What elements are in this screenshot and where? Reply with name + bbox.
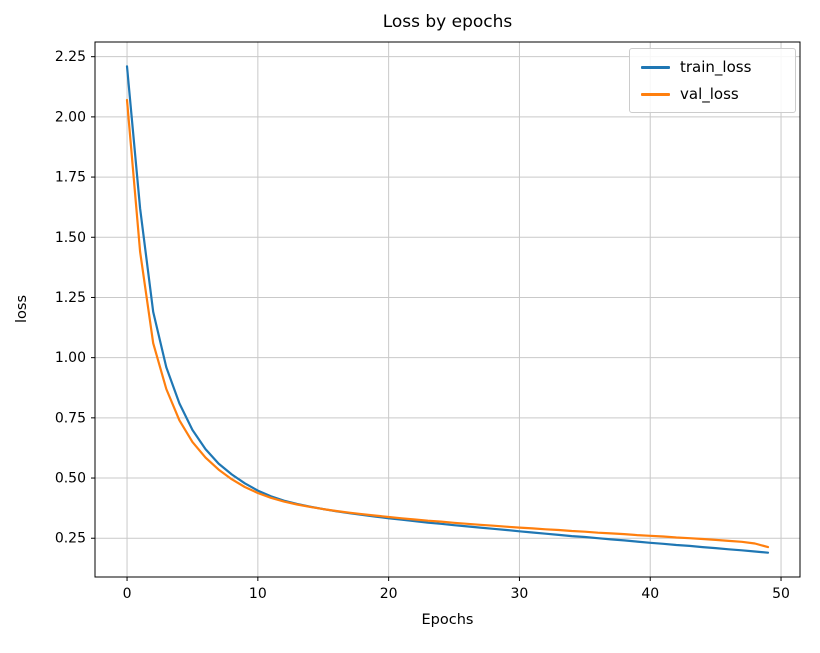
y-axis-label: loss — [14, 294, 30, 324]
y-tick-label: 1.00 — [55, 350, 86, 366]
val-loss-line-swatch — [641, 92, 670, 96]
chart-title: Loss by epochs — [382, 12, 513, 32]
legend-entry-val-loss: val_loss — [641, 85, 781, 103]
y-tick-label: 2.00 — [55, 109, 86, 125]
axes-border — [94, 41, 801, 578]
legend-entry-train-loss: train_loss — [641, 58, 781, 76]
legend-label-train-loss: train_loss — [680, 58, 752, 76]
x-tick-label: 0 — [123, 586, 132, 602]
y-tick-label: 1.75 — [55, 170, 86, 186]
y-tick-label: 1.50 — [55, 230, 86, 246]
y-tick-label: 0.25 — [55, 531, 86, 547]
x-tick-label: 10 — [249, 586, 267, 602]
x-tick-label: 20 — [380, 586, 398, 602]
y-tick-label: 2.25 — [55, 49, 86, 65]
train-loss-line-swatch — [641, 65, 670, 69]
val_loss-line — [125, 98, 770, 549]
x-tick-label: 40 — [641, 586, 659, 602]
y-tick-label: 0.50 — [55, 471, 86, 487]
x-tick-label: 30 — [511, 586, 529, 602]
legend-label-val-loss: val_loss — [680, 85, 739, 103]
y-tick-label: 1.25 — [55, 290, 86, 306]
x-axis-label: Epochs — [421, 612, 474, 628]
train_loss-line — [125, 65, 770, 554]
legend: train_loss val_loss — [629, 48, 796, 113]
y-tick-label: 0.75 — [55, 410, 86, 426]
x-tick-label: 50 — [772, 586, 790, 602]
